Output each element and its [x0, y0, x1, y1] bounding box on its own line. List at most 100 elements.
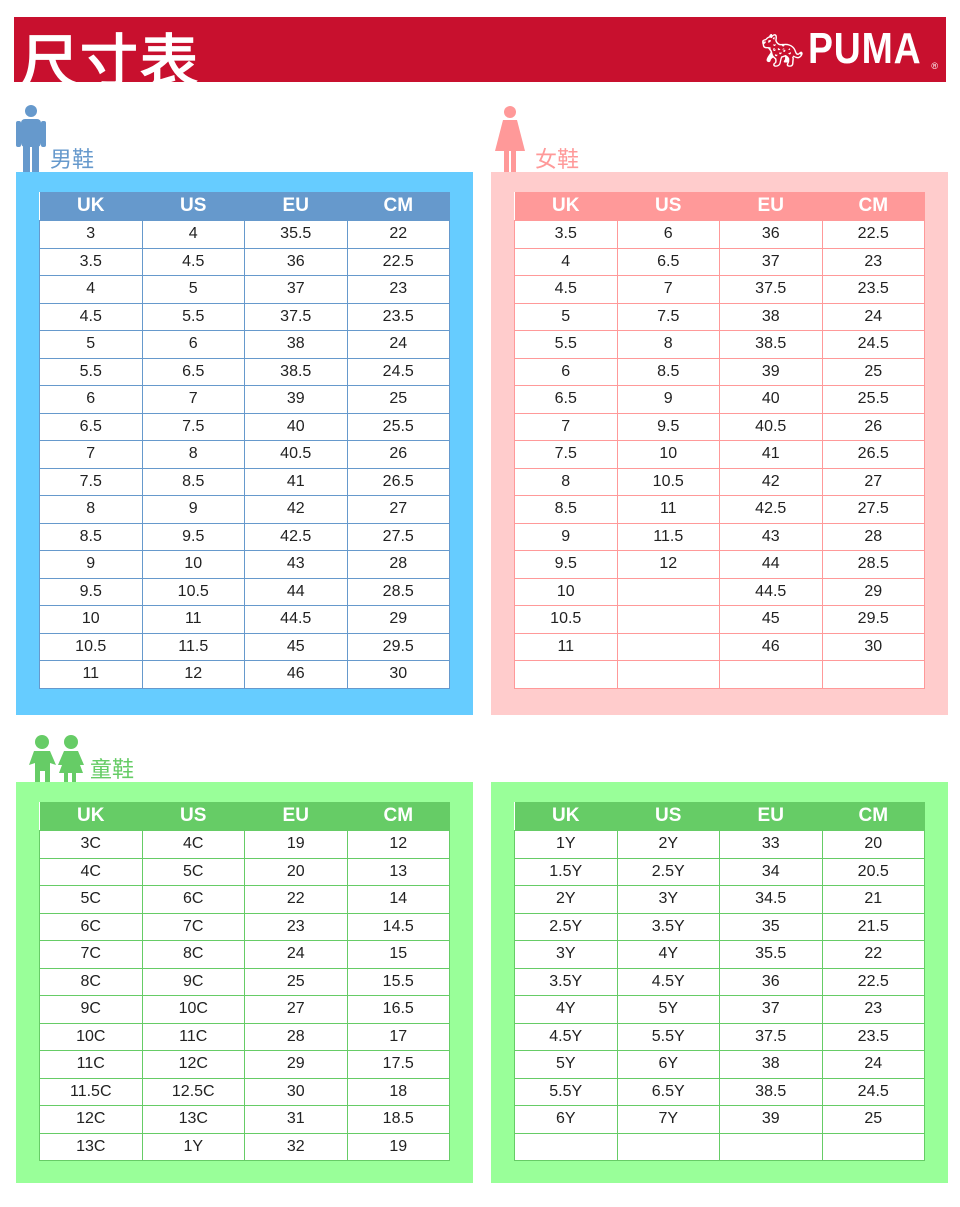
size-cell-uk: 6: [514, 357, 618, 386]
size-cell-cm: 24.5: [346, 357, 450, 386]
size-cell-us: 5Y: [616, 995, 720, 1024]
column-header-uk: UK: [514, 802, 617, 831]
size-cell-uk: 3Y: [514, 940, 618, 969]
size-cell-uk: 12C: [39, 1105, 143, 1134]
size-cell-cm: 15: [346, 940, 450, 969]
size-cell-us: 4C: [141, 830, 245, 859]
size-cell-eu: 38.5: [719, 1077, 823, 1106]
size-cell-eu: 41: [719, 440, 823, 469]
table-row: 7 9.5 40.5 26: [514, 412, 925, 441]
women-size-table: UK US EU CM 3.5 6 36 22.5 4 6.5 37 23 4.5 7 37.5 23.5 5 7…: [514, 192, 925, 689]
size-cell-cm: 13: [346, 857, 450, 886]
size-cell-uk: 11: [39, 660, 143, 689]
size-cell-cm: 22.5: [346, 247, 450, 276]
size-cell-eu: 40: [719, 385, 823, 414]
size-cell-eu: 46: [719, 632, 823, 661]
size-cell-cm: 22.5: [821, 220, 925, 249]
size-cell-uk: 7C: [39, 940, 143, 969]
size-cell-eu: [719, 1132, 823, 1161]
table-row: 11 46 30: [514, 632, 925, 661]
size-cell-eu: 44.5: [719, 577, 823, 606]
size-cell-cm: 18.5: [346, 1105, 450, 1134]
size-cell-us: 7.5: [616, 302, 720, 331]
size-cell-eu: 27: [244, 995, 348, 1024]
size-cell-us: 6.5: [141, 357, 245, 386]
size-cell-eu: 35.5: [244, 220, 348, 249]
size-cell-eu: 37.5: [719, 1022, 823, 1051]
table-row: 5.5 8 38.5 24.5: [514, 330, 925, 359]
column-header-uk: UK: [39, 192, 142, 221]
size-cell-uk: 6.5: [514, 385, 618, 414]
size-cell-cm: 27: [346, 495, 450, 524]
size-cell-cm: 26.5: [346, 467, 450, 496]
table-row: 3 4 35.5 22: [39, 220, 450, 249]
size-cell-us: 6C: [141, 885, 245, 914]
table-row: 11 12 46 30: [39, 660, 450, 689]
table-row: 3C 4C 19 12: [39, 830, 450, 859]
size-cell-us: 8.5: [616, 357, 720, 386]
table-row: 8.5 9.5 42.5 27.5: [39, 522, 450, 551]
column-header-us: US: [617, 802, 720, 831]
size-cell-us: 6.5Y: [616, 1077, 720, 1106]
size-cell-uk: 13C: [39, 1132, 143, 1161]
size-cell-us: 10: [616, 440, 720, 469]
size-cell-eu: 30: [244, 1077, 348, 1106]
size-cell-cm: 24.5: [821, 330, 925, 359]
size-cell-eu: 37: [719, 995, 823, 1024]
table-row: 9.5 10.5 44 28.5: [39, 577, 450, 606]
size-cell-cm: 16.5: [346, 995, 450, 1024]
table-row: 3.5 6 36 22.5: [514, 220, 925, 249]
table-row: 4.5Y 5.5Y 37.5 23.5: [514, 1022, 925, 1051]
size-cell-eu: 22: [244, 885, 348, 914]
size-cell-eu: 45: [719, 605, 823, 634]
table-row: 7.5 8.5 41 26.5: [39, 467, 450, 496]
column-header-cm: CM: [347, 802, 450, 831]
table-row: 6.5 7.5 40 25.5: [39, 412, 450, 441]
table-row: 10.5 11.5 45 29.5: [39, 632, 450, 661]
size-cell-uk: [514, 660, 618, 689]
table-row: 5C 6C 22 14: [39, 885, 450, 914]
size-cell-us: 3Y: [616, 885, 720, 914]
table-row: 10 11 44.5 29: [39, 605, 450, 634]
size-cell-uk: 3.5: [514, 220, 618, 249]
size-cell-us: 7.5: [141, 412, 245, 441]
size-cell-us: 4.5Y: [616, 967, 720, 996]
size-cell-uk: 4.5: [39, 302, 143, 331]
size-cell-cm: 29.5: [346, 632, 450, 661]
size-cell-cm: [821, 1132, 925, 1161]
size-cell-us: 12: [616, 550, 720, 579]
size-cell-cm: 18: [346, 1077, 450, 1106]
size-cell-us: 8.5: [141, 467, 245, 496]
size-cell-us: 13C: [141, 1105, 245, 1134]
size-cell-cm: 14.5: [346, 912, 450, 941]
size-cell-cm: 22: [821, 940, 925, 969]
size-cell-cm: 27.5: [346, 522, 450, 551]
size-cell-eu: 40.5: [244, 440, 348, 469]
size-cell-cm: 15.5: [346, 967, 450, 996]
woman-icon: [495, 106, 525, 173]
header-row: UK US EU CM: [514, 802, 925, 831]
size-cell-eu: 31: [244, 1105, 348, 1134]
size-cell-eu: 42: [244, 495, 348, 524]
women-size-panel: UK US EU CM 3.5 6 36 22.5 4 6.5 37 23 4.5 7 37.5 23.5 5 7…: [491, 172, 948, 715]
size-cell-eu: 39: [244, 385, 348, 414]
size-cell-eu: 46: [244, 660, 348, 689]
table-row: 5 6 38 24: [39, 330, 450, 359]
size-cell-eu: 32: [244, 1132, 348, 1161]
column-header-cm: CM: [347, 192, 450, 221]
registered-icon: ®: [931, 61, 938, 71]
size-cell-eu: 43: [244, 550, 348, 579]
column-header-cm: CM: [822, 802, 925, 831]
table-row: 5 7.5 38 24: [514, 302, 925, 331]
size-cell-uk: 7.5: [39, 467, 143, 496]
size-cell-eu: 39: [719, 357, 823, 386]
size-cell-uk: 10: [514, 577, 618, 606]
table-row: 4 6.5 37 23: [514, 247, 925, 276]
size-cell-cm: 26: [346, 440, 450, 469]
size-cell-cm: 19: [346, 1132, 450, 1161]
size-cell-eu: 37: [719, 247, 823, 276]
size-cell-us: 4Y: [616, 940, 720, 969]
size-cell-uk: 5.5: [39, 357, 143, 386]
puma-logo: 🐆︎ PUMA ®: [761, 27, 938, 72]
size-cell-eu: 37.5: [244, 302, 348, 331]
